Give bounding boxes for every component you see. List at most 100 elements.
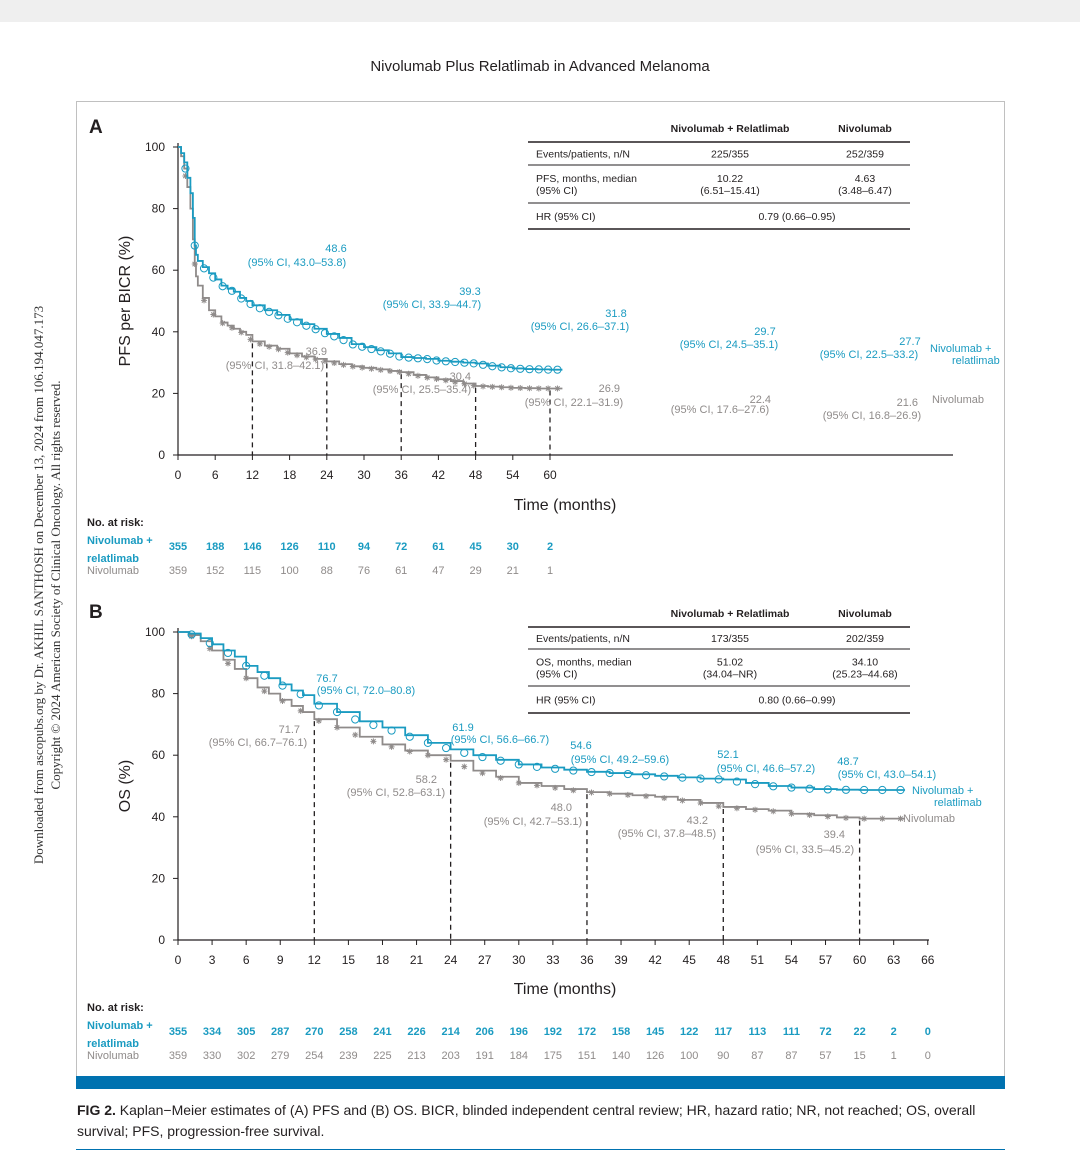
censor-mark-mono	[349, 363, 356, 370]
x-tick-label: 48	[717, 953, 731, 967]
milestone-mono-value: 22.4	[750, 394, 771, 406]
x-tick-label: 15	[342, 953, 356, 967]
y-tick-label: 100	[145, 625, 165, 639]
censor-mark-combo	[332, 707, 342, 717]
censor-mark-mono	[824, 813, 831, 820]
risk-value-mono: 47	[432, 565, 444, 577]
censor-mark-mono	[533, 782, 540, 789]
censor-mark-combo	[348, 340, 357, 349]
censor-mark-combo	[623, 769, 632, 779]
censor-mark-mono	[770, 808, 777, 815]
milestone-combo-value: 76.7	[316, 673, 337, 685]
x-tick-label: 60	[853, 953, 867, 967]
milestone-combo-ci: (95% CI, 49.2–59.6)	[571, 754, 669, 766]
censor-mark-mono	[624, 791, 631, 798]
risk-value-combo: 214	[441, 1026, 460, 1038]
risk-value-mono: 151	[578, 1050, 596, 1062]
censor-mark-combo	[506, 364, 516, 373]
censor-mark-combo	[805, 784, 814, 793]
risk-value-mono: 203	[441, 1050, 459, 1062]
risk-value-combo: 111	[783, 1026, 800, 1038]
figure-bottom-bar	[76, 1076, 1005, 1089]
y-tick-label: 20	[152, 871, 166, 885]
censor-mark-combo	[787, 783, 796, 792]
x-axis-title: Time (months)	[514, 981, 617, 998]
risk-value-combo: 2	[891, 1026, 897, 1038]
censor-mark-combo	[395, 352, 404, 361]
censor-mark-mono	[443, 756, 450, 763]
censor-mark-mono	[806, 811, 813, 818]
x-tick-label: 57	[819, 953, 833, 967]
censor-mark-mono	[545, 385, 552, 392]
risk-label-combo: Nivolumab +	[87, 535, 153, 547]
censor-mark-combo	[367, 344, 376, 354]
censor-mark-combo	[283, 314, 292, 323]
censor-mark-mono	[387, 368, 394, 375]
end-label-combo: Nivolumab +	[912, 785, 973, 797]
censor-mark-mono	[370, 738, 377, 745]
y-tick-label: 100	[145, 140, 165, 154]
x-tick-label: 33	[546, 953, 560, 967]
risk-value-mono: 15	[853, 1050, 865, 1062]
censor-mark-combo	[488, 362, 497, 371]
top-strip	[0, 0, 1080, 22]
end-label-mono: Nivolumab	[932, 394, 984, 406]
risk-value-mono: 239	[339, 1050, 357, 1062]
censor-mark-mono	[552, 784, 559, 791]
censor-mark-mono	[331, 360, 338, 367]
page-header: Nivolumab Plus Relatlimab in Advanced Me…	[370, 58, 710, 75]
milestone-mono-ci: (95% CI, 42.7–53.1)	[484, 816, 582, 828]
table-cell-merged: 0.80 (0.66–0.99)	[758, 695, 835, 707]
censor-mark-combo	[441, 357, 450, 366]
censor-mark-combo	[534, 365, 543, 374]
milestone-combo-value: 31.8	[605, 308, 626, 320]
censor-mark-combo	[218, 282, 227, 291]
milestone-combo-ci: (95% CI, 24.5–35.1)	[680, 339, 778, 351]
risk-value-combo: 94	[358, 541, 371, 553]
milestone-combo-value: 48.7	[837, 756, 858, 768]
risk-value-mono: 21	[507, 565, 519, 577]
x-tick-label: 3	[209, 953, 216, 967]
censor-mark-mono	[352, 731, 359, 738]
milestone-mono-ci: (95% CI, 25.5–35.4)	[373, 384, 471, 396]
censor-mark-mono	[377, 366, 384, 373]
censor-mark-mono	[715, 803, 722, 810]
censor-mark-combo	[385, 349, 395, 358]
milestone-mono-value: 58.2	[416, 774, 437, 786]
censor-mark-combo	[404, 353, 413, 362]
censor-mark-mono	[243, 675, 250, 682]
censor-mark-combo	[532, 762, 542, 772]
risk-value-combo: 122	[680, 1026, 698, 1038]
risk-value-mono: 175	[544, 1050, 562, 1062]
censor-mark-mono	[340, 361, 347, 368]
risk-value-combo: 30	[507, 541, 519, 553]
censor-mark-mono	[297, 707, 304, 714]
x-tick-label: 36	[580, 953, 594, 967]
risk-value-mono: 191	[476, 1050, 494, 1062]
censor-mark-mono	[679, 797, 686, 804]
risk-label-combo: relatlimab	[87, 553, 139, 565]
censor-mark-combo	[460, 748, 469, 757]
risk-value-combo: 287	[271, 1026, 289, 1038]
caption-text: Kaplan−Meier estimates of (A) PFS and (B…	[77, 1102, 976, 1139]
y-tick-label: 0	[158, 933, 165, 947]
risk-label-combo: relatlimab	[87, 1038, 139, 1050]
risk-value-combo: 334	[203, 1026, 222, 1038]
censor-mark-mono	[414, 372, 421, 379]
risk-value-combo: 145	[646, 1026, 664, 1038]
censor-mark-combo	[432, 356, 441, 365]
x-tick-label: 42	[648, 953, 662, 967]
table-row-label: (95% CI)	[536, 669, 577, 681]
censor-mark-combo	[209, 273, 218, 282]
censor-mark-mono	[191, 261, 198, 268]
milestone-mono-value: 26.9	[599, 383, 620, 395]
censor-mark-mono	[424, 752, 431, 759]
censor-mark-combo	[860, 785, 869, 795]
milestone-mono-value: 21.6	[897, 397, 918, 409]
risk-value-combo: 241	[373, 1026, 391, 1038]
censor-mark-mono	[256, 340, 263, 347]
censor-mark-combo	[497, 363, 506, 372]
censor-mark-combo	[227, 286, 237, 295]
risk-value-combo: 0	[925, 1026, 931, 1038]
censor-mark-mono	[697, 799, 704, 806]
